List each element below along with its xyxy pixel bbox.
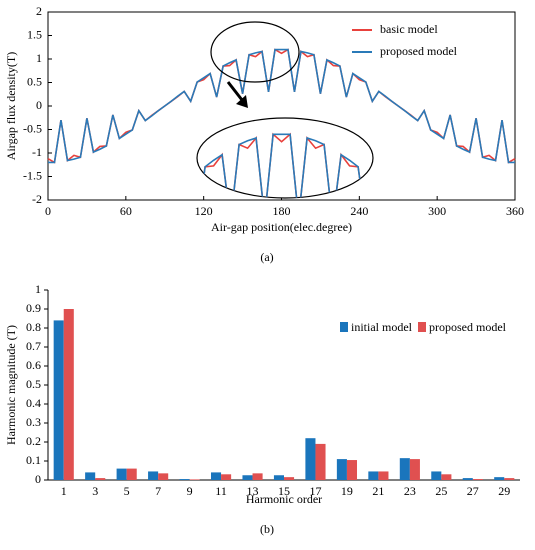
x-tick-label: 1 (61, 484, 67, 498)
y-tick-label: 0.4 (26, 396, 41, 410)
x-tick-label: 7 (155, 484, 161, 498)
legend-swatch (340, 322, 348, 332)
y-tick-label: 0.2 (26, 434, 41, 448)
bar (242, 475, 253, 480)
y-tick-label: -0.5 (23, 121, 42, 135)
bar (504, 478, 515, 480)
bar (399, 458, 410, 480)
bar (210, 472, 222, 480)
x-tick-label: 0 (45, 204, 51, 218)
bar (53, 320, 64, 480)
inset (197, 132, 373, 198)
bar (273, 475, 284, 480)
y-tick-label: 0.8 (26, 320, 41, 334)
x-tick-label: 240 (350, 204, 368, 218)
y-tick-label: 2 (36, 4, 42, 18)
x-tick-label: 15 (278, 484, 290, 498)
inset-frame (196, 117, 374, 199)
bar (179, 479, 190, 480)
bar (346, 460, 358, 480)
bar (431, 471, 442, 480)
y-tick-label: 1 (36, 51, 42, 65)
y-axis-label: Airgap flux density(T) (4, 52, 18, 160)
bar (148, 471, 159, 480)
y-tick-label: 0.9 (26, 301, 41, 315)
bar (305, 438, 316, 480)
y-tick-label: 0.5 (26, 377, 41, 391)
bar (95, 478, 106, 480)
x-tick-label: 27 (467, 484, 479, 498)
bar (378, 471, 389, 480)
bar (409, 459, 420, 480)
caption: (b) (260, 522, 274, 536)
y-tick-label: 0 (36, 98, 42, 112)
x-tick-label: 5 (124, 484, 130, 498)
caption: (a) (260, 250, 273, 264)
y-tick-label: -2 (32, 192, 42, 206)
y-tick-label: -1.5 (23, 168, 42, 182)
y-tick-label: 0.5 (27, 74, 42, 88)
bar (221, 474, 232, 480)
legend-label: proposed model (380, 44, 458, 58)
x-tick-label: 25 (435, 484, 447, 498)
x-axis-label: Harmonic order (246, 492, 322, 506)
x-tick-label: 13 (247, 484, 259, 498)
legend-label: basic model (380, 22, 438, 36)
x-tick-label: 180 (273, 204, 291, 218)
y-tick-label: 0.3 (26, 415, 41, 429)
x-tick-label: 29 (498, 484, 510, 498)
x-tick-label: 11 (215, 484, 227, 498)
y-tick-label: -1 (32, 145, 42, 159)
series-line (48, 48, 515, 164)
bar (368, 471, 379, 480)
bar (315, 443, 326, 480)
x-tick-label: 23 (404, 484, 416, 498)
bar (189, 479, 200, 480)
bar (494, 477, 505, 480)
inset-line (197, 133, 373, 198)
bar (63, 309, 74, 480)
bar (441, 474, 452, 480)
x-tick-label: 360 (506, 204, 524, 218)
bar (85, 472, 96, 480)
legend-label: proposed model (429, 320, 507, 334)
y-tick-label: 0.1 (26, 453, 41, 467)
series-line (47, 48, 516, 164)
x-tick-label: 3 (92, 484, 98, 498)
y-tick-label: 1.5 (27, 27, 42, 41)
bar (462, 478, 473, 480)
x-tick-label: 120 (195, 204, 213, 218)
y-tick-label: 0.6 (26, 358, 41, 372)
legend-label: initial model (351, 320, 413, 334)
zoom-arrowhead (236, 95, 248, 108)
x-tick-label: 60 (120, 204, 132, 218)
y-axis-label: Harmonic magnitude (T) (4, 325, 18, 445)
x-tick-label: 19 (341, 484, 353, 498)
y-tick-label: 1 (35, 282, 41, 296)
legend-swatch (418, 322, 426, 332)
bar (252, 473, 263, 480)
bar (126, 468, 137, 480)
zoom-region (210, 21, 300, 83)
bar (158, 473, 169, 480)
x-tick-label: 300 (428, 204, 446, 218)
bar (336, 459, 347, 480)
zoom-arrow (226, 81, 244, 101)
bar (472, 479, 483, 480)
x-tick-label: 9 (187, 484, 193, 498)
bar (116, 468, 127, 480)
x-tick-label: 17 (309, 484, 321, 498)
y-tick-label: 0 (35, 472, 41, 486)
y-tick-label: 0.7 (26, 339, 41, 353)
x-tick-label: 21 (372, 484, 384, 498)
bar (284, 477, 295, 480)
x-axis-label: Air-gap position(elec.degree) (211, 220, 352, 234)
